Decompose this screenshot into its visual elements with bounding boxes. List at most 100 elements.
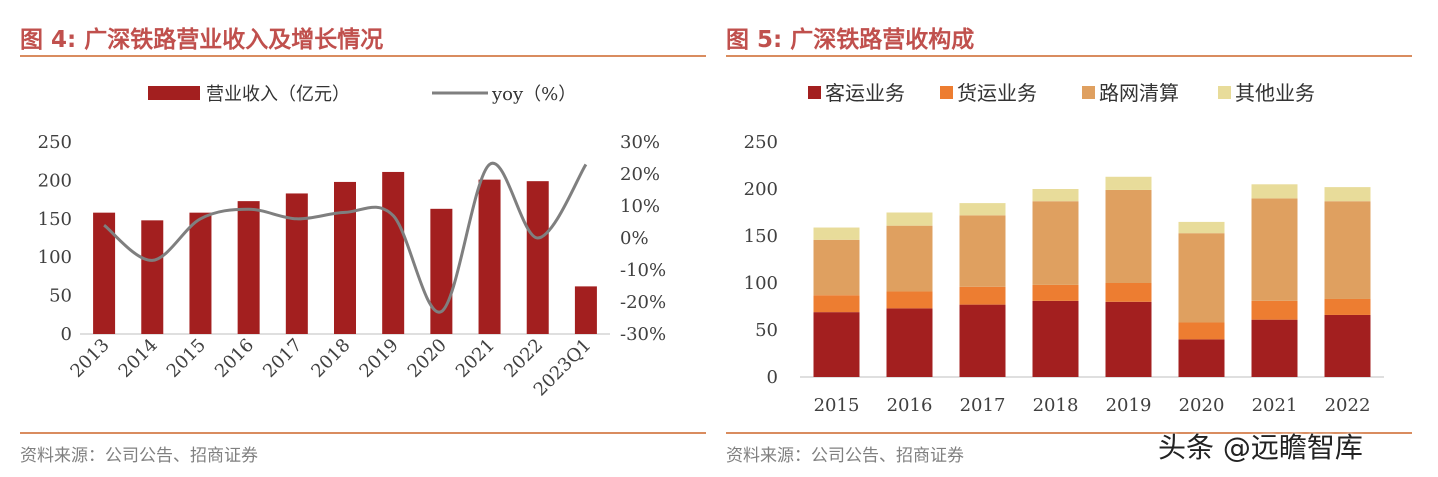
y2-tick-label: 0% (620, 228, 649, 249)
figure-4-source: 资料来源：公司公告、招商证券 (20, 446, 258, 466)
legend-bar-label: 营业收入（亿元） (206, 84, 350, 105)
x-tick-label: 2016 (887, 395, 933, 416)
watermark: 头条 @远瞻智库 (1158, 431, 1363, 464)
stack-segment (886, 225, 933, 292)
x-tick-label: 2017 (960, 395, 1006, 416)
x-tick-label: 2015 (163, 335, 210, 382)
legend-label: 客运业务 (825, 81, 905, 105)
legend-bar-swatch (148, 86, 200, 100)
x-tick-label: 2021 (1252, 395, 1298, 416)
revenue-bar (237, 201, 260, 334)
y2-tick-label: -30% (620, 324, 666, 345)
x-tick-label: 2019 (355, 335, 402, 382)
stack-segment (1178, 322, 1225, 340)
stack-segment (1324, 298, 1371, 315)
stack-segment (959, 304, 1006, 377)
legend-label: 货运业务 (957, 81, 1037, 105)
y-tick-label: 200 (38, 170, 72, 191)
x-tick-label: 2018 (1033, 395, 1079, 416)
y2-tick-label: 20% (620, 164, 660, 185)
stack-segment (1032, 189, 1079, 202)
stack-segment (1105, 176, 1152, 190)
stack-segment (886, 291, 933, 309)
revenue-bar (141, 220, 164, 334)
figure-5-title: 图 5: 广深铁路营收构成 (726, 27, 975, 53)
stack-segment (1032, 284, 1079, 301)
revenue-growth-chart: 营业收入（亿元） yoy（%） 0 50 100 150 200 250 -30% -20% -10… (38, 84, 666, 400)
stack-segment (1251, 319, 1298, 377)
stack-segment (1324, 201, 1371, 299)
stack-segment (1105, 283, 1152, 302)
x-tick-label: 2013 (66, 335, 113, 382)
x-tick-label: 2021 (452, 335, 499, 382)
y-tick-label: 100 (744, 273, 778, 294)
legend-swatch (1218, 86, 1231, 99)
x-tick-label: 2014 (115, 335, 162, 382)
stack-segment (1105, 301, 1152, 377)
x-tick-label: 2019 (1106, 395, 1152, 416)
stack-segment (1324, 187, 1371, 202)
x-tick-label: 2015 (814, 395, 860, 416)
y-tick-label: 250 (744, 132, 778, 153)
revenue-bar (93, 212, 116, 334)
stack-segment (813, 227, 860, 240)
y-tick-label: 100 (38, 247, 72, 268)
legend-swatch (1082, 86, 1095, 99)
revenue-bar (334, 181, 356, 334)
figure-4: 图 4: 广深铁路营业收入及增长情况 营业收入（亿元） yoy（%） 0 50 100 1… (0, 0, 712, 477)
legend-swatch (940, 86, 953, 99)
y-tick-label: 0 (767, 367, 778, 388)
title-rule (20, 55, 706, 57)
x-tick-label: 2020 (404, 335, 451, 382)
legend-swatch (808, 86, 821, 99)
legend-label: 路网清算 (1099, 81, 1179, 105)
stack-segment (959, 286, 1006, 305)
y-tick-label: 150 (38, 209, 72, 230)
y-tick-label: 50 (49, 286, 72, 307)
stack-segment (1032, 300, 1079, 377)
revenue-bar (526, 181, 549, 334)
stack-segment (1105, 189, 1152, 283)
revenue-composition-chart: 客运业务 货运业务 路网清算 其他业务 0 50 100 150 200 250 2015 2016 2… (744, 81, 1384, 416)
legend-line-label: yoy（%） (491, 84, 576, 105)
y2-tick-label: -10% (620, 260, 666, 281)
stack-segment (959, 215, 1006, 287)
revenue-bar (478, 179, 501, 334)
y2-tick-label: -20% (620, 292, 666, 313)
y-tick-label: 200 (744, 179, 778, 200)
y-tick-label: 0 (61, 324, 72, 345)
y2-tick-label: 30% (620, 132, 660, 153)
x-tick-label: 2017 (259, 335, 306, 382)
yoy-line (103, 161, 588, 314)
revenue-bar (382, 171, 405, 334)
x-tick-label: 2016 (211, 335, 258, 382)
revenue-bar (285, 193, 308, 334)
legend-label: 其他业务 (1235, 81, 1315, 105)
x-tick-label: 2020 (1179, 395, 1225, 416)
figure-5: 图 5: 广深铁路营收构成 客运业务 货运业务 路网清算 其他业务 0 50 100 150 2… (722, 0, 1438, 477)
source-rule (726, 432, 1412, 434)
stack-segment (813, 239, 860, 296)
stack-segment (1032, 201, 1079, 285)
stack-segment (959, 203, 1006, 216)
stack-segment (886, 212, 933, 226)
revenue-bar (189, 212, 212, 334)
y-tick-label: 150 (744, 226, 778, 247)
source-rule (20, 432, 706, 434)
stack-segment (1251, 300, 1298, 320)
y-tick-label: 50 (755, 320, 778, 341)
title-rule (726, 55, 1412, 57)
figure-5-source: 资料来源：公司公告、招商证券 (726, 446, 964, 466)
stack-segment (1178, 339, 1225, 377)
stack-segment (886, 308, 933, 377)
stack-segment (1251, 184, 1298, 199)
stack-segment (1178, 221, 1225, 234)
stack-segment (1178, 233, 1225, 323)
stack-segment (1324, 314, 1371, 377)
revenue-bar (574, 286, 597, 334)
stack-segment (813, 295, 860, 313)
figure-4-title: 图 4: 广深铁路营业收入及增长情况 (20, 27, 384, 53)
stack-segment (1251, 198, 1298, 301)
stack-segment (813, 312, 860, 377)
revenue-bar (430, 208, 453, 334)
